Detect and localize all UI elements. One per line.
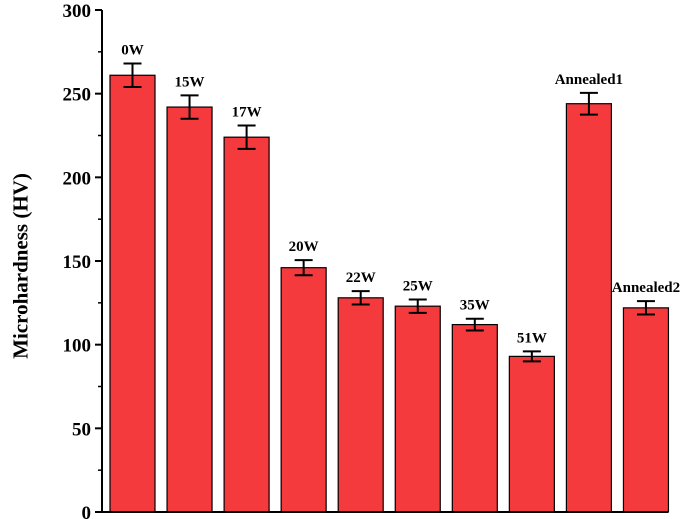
y-tick-label: 0 bbox=[82, 503, 92, 519]
bar-label: Annealed1 bbox=[555, 72, 623, 88]
bar-label: 22W bbox=[346, 270, 376, 286]
bar-label: 35W bbox=[460, 298, 490, 314]
error-bars-group bbox=[123, 62, 655, 363]
bar-label: 0W bbox=[121, 43, 144, 59]
bar bbox=[622, 307, 670, 513]
bar-label: 20W bbox=[289, 239, 319, 255]
y-tick-label: 100 bbox=[63, 336, 92, 357]
bar bbox=[109, 74, 156, 513]
data-labels-group: 0W 15W 17W 20W 22W 25W 35W 51W Annealed1 Annealed… bbox=[121, 43, 680, 347]
bar-label: 17W bbox=[232, 104, 262, 120]
bars-group bbox=[109, 74, 670, 513]
y-axis-title: Microhardness (HV) bbox=[8, 173, 32, 359]
y-tick-label: 50 bbox=[72, 419, 91, 440]
bar bbox=[166, 106, 213, 513]
bar-label: 51W bbox=[517, 330, 547, 346]
bar bbox=[223, 136, 270, 513]
bar bbox=[337, 297, 384, 513]
bar-label: 25W bbox=[403, 278, 433, 294]
bar bbox=[394, 305, 441, 513]
bar-label: Annealed2 bbox=[612, 280, 680, 296]
y-tick-label: 250 bbox=[63, 85, 92, 106]
bar bbox=[565, 103, 613, 513]
y-ticks-group: 0 50 100 150 200 250 300 bbox=[63, 1, 102, 519]
y-tick-label: 300 bbox=[63, 1, 92, 22]
y-tick-label: 200 bbox=[63, 168, 92, 189]
bar bbox=[451, 323, 498, 513]
bar-label: 15W bbox=[175, 74, 205, 90]
y-tick-label: 150 bbox=[63, 252, 92, 273]
bar bbox=[280, 267, 327, 513]
bar bbox=[508, 355, 555, 513]
